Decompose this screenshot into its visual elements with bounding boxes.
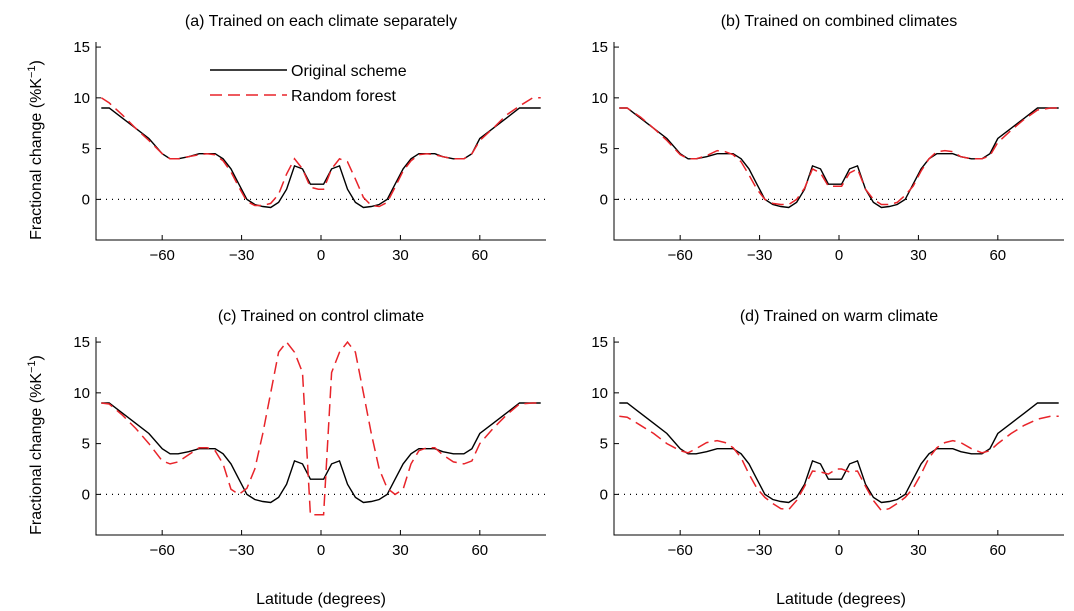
panel-title: (d) Trained on warm climate [740,308,938,325]
y-tick-label: 5 [600,141,608,158]
y-tick-label: 15 [591,39,608,56]
x-tick-label: 0 [835,542,843,559]
y-tick-label: 0 [600,191,608,208]
series-random-forest [619,415,1059,512]
x-tick-label: 0 [317,542,325,559]
y-tick-label: 5 [82,436,90,453]
y-tick-label: 15 [73,334,90,351]
xlabel-left: Latitude (degrees) [256,591,386,608]
axis-frame [95,337,546,536]
x-tick-label: 0 [317,247,325,264]
panel-d: (d) Trained on warm climate 0 5 10 15 −60 −30 0… [591,308,1064,559]
panel-b: (b) Trained on combined climates 0 5 10 15 −6… [591,13,1064,264]
x-tick-label: −60 [149,247,174,264]
legend-rf-label: Random forest [291,88,396,105]
y-tick-label: 5 [600,436,608,453]
y-tick-label: 0 [82,486,90,503]
y-tick-label: 5 [82,141,90,158]
axis-frame [613,337,1064,536]
x-tick-label: −30 [747,247,772,264]
y-tick-label: 15 [591,334,608,351]
x-tick-label: 60 [471,542,488,559]
x-tick-label: 30 [392,542,409,559]
x-tick-label: −60 [667,247,692,264]
panel-title: (c) Trained on control climate [218,308,424,325]
series-random-forest [101,340,541,516]
x-tick-label: −30 [229,247,254,264]
x-tick-label: 30 [392,247,409,264]
series-random-forest [619,107,1059,206]
x-tick-label: 0 [835,247,843,264]
y-tick-label: 10 [591,90,608,107]
series-original-scheme [101,107,541,209]
panel-a: (a) Trained on each climate separately 0 5… [73,13,546,264]
x-tick-label: 30 [910,247,927,264]
y-tick-label: 0 [82,191,90,208]
panel-c: (c) Trained on control climate 0 5 10 15 −60 −… [73,308,546,559]
y-tick-label: 10 [73,385,90,402]
axis-frame [95,42,546,241]
x-tick-label: 60 [989,247,1006,264]
series-original-scheme [101,402,541,504]
legend-original-label: Original scheme [291,63,407,80]
panel-title: (a) Trained on each climate separately [185,13,457,30]
series-original-scheme [619,402,1059,504]
y-tick-label: 10 [73,90,90,107]
panel-title: (b) Trained on combined climates [721,13,958,30]
x-tick-label: −30 [229,542,254,559]
y-tick-label: 10 [591,385,608,402]
series-random-forest [100,97,541,208]
legend: Original scheme Random forest [210,63,407,105]
x-tick-label: −60 [149,542,174,559]
x-tick-label: 30 [910,542,927,559]
ylabel-top: Fractional change (%K−1) [26,60,45,240]
xlabel-right: Latitude (degrees) [776,591,906,608]
x-tick-label: −60 [667,542,692,559]
x-tick-label: −30 [747,542,772,559]
y-tick-label: 0 [600,486,608,503]
series-original-scheme [619,107,1059,209]
axis-frame [613,42,1064,241]
ylabel-bottom: Fractional change (%K−1) [26,355,45,535]
y-tick-label: 15 [73,39,90,56]
x-tick-label: 60 [471,247,488,264]
x-tick-label: 60 [989,542,1006,559]
